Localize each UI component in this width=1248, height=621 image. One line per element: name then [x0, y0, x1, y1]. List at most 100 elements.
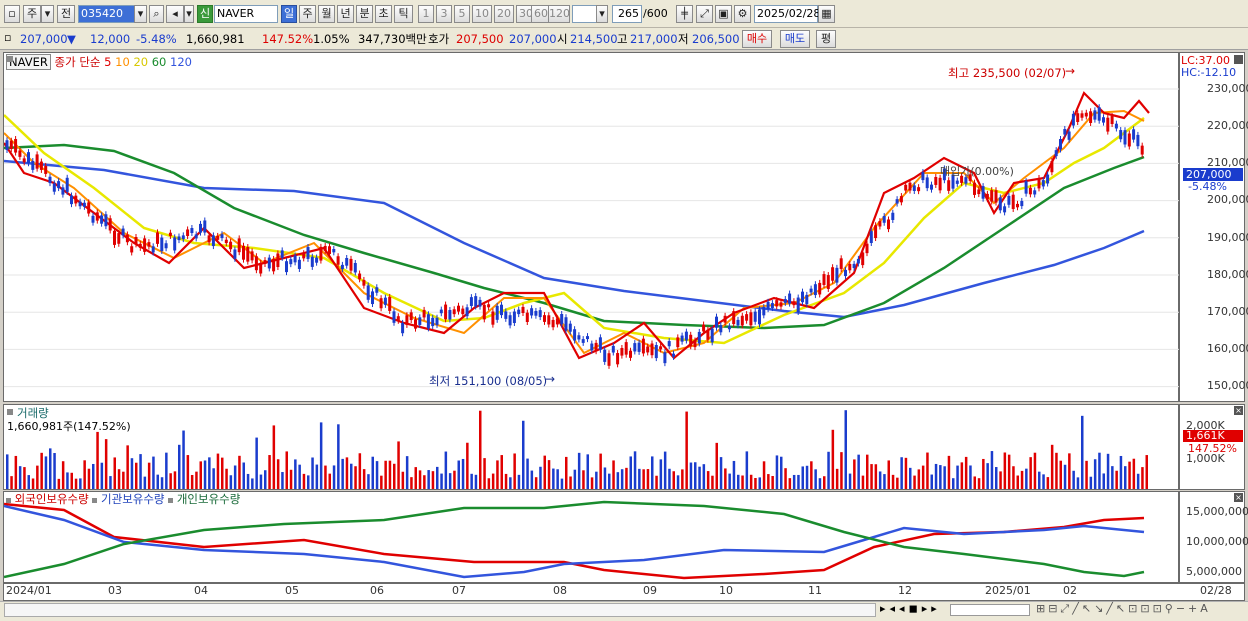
step-1[interactable]: 1 [418, 5, 434, 23]
legend-box: NAVER 종가 단순 5 10 20 60 120 [6, 54, 192, 70]
vol-y-tick: 2,000K [1186, 419, 1225, 432]
drawing-tool-icons[interactable]: ⊞⊟⤢╱↖↘╱↖⊡⊡⊡⚲−+A [1036, 602, 1211, 615]
lc-label: LC:37.00 [1181, 54, 1231, 67]
window-icon[interactable]: ▫ [4, 5, 20, 23]
count-max: /600 [643, 7, 668, 20]
step-5[interactable]: 5 [454, 5, 470, 23]
y-tick: 180,000 [1207, 268, 1248, 281]
x-label: 02/28 [1200, 584, 1232, 597]
period-tick[interactable]: 틱 [394, 5, 413, 23]
period-dropdown-icon[interactable]: ▾ [41, 5, 54, 23]
high-annotation: 최고 235,500 (02/07) [948, 66, 1067, 80]
count-input[interactable]: 265 [612, 5, 642, 23]
sell-button[interactable]: 매도 [780, 30, 810, 48]
eval-button[interactable]: 평 [816, 30, 836, 48]
prev-button[interactable]: 전 [57, 5, 75, 23]
x-label: 2024/01 [6, 584, 52, 597]
legend-ma5: 5 [104, 55, 112, 69]
x-label: 03 [108, 584, 122, 597]
y-tick: 210,000 [1207, 156, 1248, 169]
change-value: 12,000 [90, 32, 131, 46]
turnover-rate: 1.05% [313, 32, 350, 46]
y-tick: 230,000 [1207, 82, 1248, 95]
period-minute[interactable]: 분 [356, 5, 373, 23]
y-tick: 190,000 [1207, 231, 1248, 244]
step-3[interactable]: 3 [436, 5, 452, 23]
holdings-marker-icon [92, 498, 98, 503]
legend-institution: 기관보유수량 [101, 492, 165, 506]
hc-label: HC:-12.10 [1181, 66, 1237, 79]
hold-y-tick: 5,000,000 [1186, 565, 1242, 578]
holdings-marker-icon [6, 498, 11, 503]
period-day[interactable]: 일 [281, 5, 297, 23]
step-10[interactable]: 10 [472, 5, 492, 23]
sound-dropdown-icon[interactable]: ▾ [184, 5, 194, 23]
price-pane-icon[interactable] [1234, 55, 1243, 64]
trade-amount: 347,730백만 [358, 32, 427, 46]
holdings-marker-icon [168, 498, 174, 503]
step-60[interactable]: 60 [531, 5, 551, 23]
stock-code-input[interactable]: 035420 [78, 5, 136, 23]
buy-button[interactable]: 매수 [742, 30, 772, 48]
calendar-icon[interactable]: ▦ [818, 5, 835, 23]
x-label: 06 [370, 584, 384, 597]
scroll-nav-icons[interactable]: ▸◂◂◼▸▸ [880, 602, 941, 615]
high-price: 217,000 [630, 32, 678, 46]
y-tick: 170,000 [1207, 305, 1248, 318]
volume-current-tag: 1,661K [1183, 430, 1243, 442]
period-second[interactable]: 초 [375, 5, 392, 23]
high-label: 고 [617, 32, 628, 46]
step-dropdown-icon[interactable]: ▾ [596, 5, 608, 23]
step-120[interactable]: 120 [548, 5, 570, 23]
low-label: 저 [678, 32, 689, 46]
bid-price: 207,000 [509, 32, 557, 46]
x-label: 10 [719, 584, 733, 597]
x-label: 05 [285, 584, 299, 597]
chart-scrollbar[interactable] [4, 603, 876, 617]
save-icon[interactable]: ▣ [715, 5, 732, 23]
gear-icon[interactable]: ⚙ [734, 5, 751, 23]
vol-y-tick: 1,000K [1186, 452, 1225, 465]
volume-value: 1,660,981 [186, 32, 245, 46]
x-label: 02 [1063, 584, 1077, 597]
legend-ma20: 20 [133, 55, 149, 69]
x-label: 07 [452, 584, 466, 597]
period-year[interactable]: 년 [337, 5, 354, 23]
volume-chart-svg [6, 410, 1148, 489]
y-tick: 150,000 [1207, 379, 1248, 392]
sound-icon[interactable]: ◂ [166, 5, 184, 23]
y-tick: 200,000 [1207, 193, 1248, 206]
period-week[interactable]: 주 [299, 5, 316, 23]
period-month[interactable]: 월 [318, 5, 335, 23]
low-annotation: 최저 151,100 (08/05) [429, 374, 548, 388]
quote-icon: ▫ [4, 31, 12, 44]
tools-icon[interactable]: ⤢ [696, 5, 713, 23]
holdings-close-icon[interactable]: × [1234, 493, 1243, 502]
holdings-chart-svg [4, 500, 1145, 580]
hold-y-tick: 10,000,000 [1186, 535, 1248, 548]
volume-current-rate: 147.52% [1188, 442, 1237, 455]
legend-individual: 개인보유수량 [176, 492, 241, 506]
step-20[interactable]: 20 [494, 5, 514, 23]
price-chart-svg [4, 88, 1179, 388]
down-arrow-icon: ▼ [67, 32, 76, 46]
low-arrow-icon: → [545, 372, 556, 386]
legend-close: 종가 단순 [54, 55, 101, 69]
code-dropdown-icon[interactable]: ▾ [134, 5, 147, 23]
legend-ma10: 10 [115, 55, 130, 69]
quote-bar: ▫ [0, 28, 1248, 50]
volume-rate: 147.52% [262, 32, 314, 46]
x-label: 09 [643, 584, 657, 597]
zoom-slider[interactable] [950, 604, 1030, 616]
period-button[interactable]: 주 [23, 5, 41, 23]
candle-icon[interactable]: ╪ [676, 5, 693, 23]
date-input[interactable]: 2025/02/28 [754, 5, 820, 23]
volume-marker-icon [7, 409, 13, 415]
x-label: 08 [553, 584, 567, 597]
search-icon[interactable]: ⌕ [149, 5, 164, 23]
y-tick: 220,000 [1207, 119, 1248, 132]
volume-close-icon[interactable]: × [1234, 406, 1243, 415]
legend-stock-name: NAVER [6, 54, 51, 70]
holdings-legend: 외국인보유수량 기관보유수량 개인보유수량 [6, 491, 240, 507]
ask-label: 호가 [428, 32, 450, 46]
